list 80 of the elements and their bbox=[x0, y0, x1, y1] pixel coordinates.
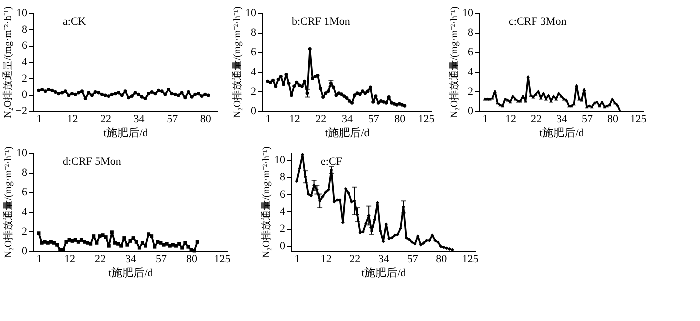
x-tick-label: 22 bbox=[100, 114, 112, 126]
y-tick-label: 4 bbox=[251, 66, 257, 78]
x-tick-label: 125 bbox=[462, 254, 480, 266]
y-axis-title: N₂O排放通量/(mg·m⁻²·h⁻¹) bbox=[232, 6, 244, 118]
y-tick-label: 0 bbox=[280, 240, 286, 252]
x-tick-label: 22 bbox=[316, 114, 327, 126]
x-tick-label: 125 bbox=[630, 114, 648, 126]
x-tick-label: 80 bbox=[200, 114, 212, 126]
y-tick-label: 2 bbox=[22, 72, 28, 85]
x-tick-label: 125 bbox=[214, 254, 232, 266]
x-axis-title: t施肥后/d bbox=[104, 126, 149, 140]
x-axis-title: t施肥后/d bbox=[108, 266, 154, 280]
y-axis-title: N₂O排放通量/(mg·m⁻²·h⁻¹) bbox=[2, 6, 14, 118]
chart-title: d:CRF 5Mon bbox=[63, 156, 122, 168]
x-tick-label: 12 bbox=[289, 114, 300, 126]
y-tick-label: 6 bbox=[280, 188, 286, 201]
x-axis-title: t施肥后/d bbox=[540, 126, 585, 140]
x-tick-label: 12 bbox=[506, 114, 516, 126]
x-tick-label: 80 bbox=[394, 114, 406, 126]
x-tick-label: 34 bbox=[126, 254, 137, 266]
x-tick-label: 80 bbox=[608, 114, 619, 126]
y-tick-label: 6 bbox=[468, 46, 474, 59]
y-tick-label: 10 bbox=[16, 148, 28, 160]
y-axis-title: N₂O排放通量/(mg·m⁻²·h⁻¹) bbox=[260, 146, 272, 258]
x-tick-label: 57 bbox=[582, 114, 594, 126]
x-tick-label: 22 bbox=[350, 254, 361, 266]
y-tick-label: 8 bbox=[280, 172, 286, 184]
y-tick-label: 6 bbox=[251, 46, 257, 59]
y-tick-label: 10 bbox=[462, 8, 474, 20]
x-tick-label: 12 bbox=[320, 254, 332, 266]
x-tick-label: 57 bbox=[167, 114, 179, 126]
y-axis-title: N₂O排放通量/(mg·m⁻²·h⁻¹) bbox=[448, 6, 460, 118]
chart-title: a:CK bbox=[63, 16, 86, 28]
x-tick-label: 12 bbox=[64, 254, 76, 266]
y-tick-label: 2 bbox=[251, 86, 256, 98]
x-tick-label: 1 bbox=[294, 254, 300, 266]
y-tick-label: −2 bbox=[16, 106, 28, 118]
y-tick-label: 10 bbox=[16, 8, 28, 20]
x-tick-label: 1 bbox=[36, 254, 42, 266]
y-tick-label: 8 bbox=[22, 24, 28, 36]
x-tick-label: 22 bbox=[95, 254, 106, 266]
y-tick-label: 8 bbox=[468, 27, 474, 40]
chart-title: c:CRF 3Mon bbox=[509, 16, 568, 28]
x-tick-label: 34 bbox=[134, 114, 146, 126]
x-tick-label: 34 bbox=[556, 114, 568, 126]
chart-title: b:CRF 1Mon bbox=[292, 16, 351, 28]
y-tick-label: 4 bbox=[468, 66, 474, 78]
x-tick-label: 125 bbox=[418, 114, 436, 126]
x-tick-label: 1 bbox=[36, 114, 42, 126]
x-tick-label: 57 bbox=[407, 254, 419, 266]
chart-title: e:CF bbox=[321, 156, 342, 168]
y-tick-label: 8 bbox=[22, 167, 28, 180]
y-tick-label: 2 bbox=[22, 226, 28, 238]
y-tick-label: 10 bbox=[246, 8, 257, 20]
y-tick-label: 0 bbox=[251, 106, 257, 118]
x-tick-label: 1 bbox=[266, 114, 272, 126]
y-axis-title: N₂O排放通量/(mg·m⁻²·h⁻¹) bbox=[2, 146, 14, 258]
y-tick-label: 10 bbox=[274, 154, 286, 166]
x-tick-label: 57 bbox=[156, 254, 168, 266]
y-tick-label: 6 bbox=[22, 186, 28, 199]
x-axis-title: t施肥后/d bbox=[325, 126, 370, 140]
y-tick-label: 4 bbox=[22, 206, 28, 218]
x-tick-label: 1 bbox=[482, 114, 488, 126]
y-tick-label: 4 bbox=[22, 56, 28, 68]
x-tick-label: 12 bbox=[67, 114, 78, 126]
y-tick-label: 0 bbox=[468, 106, 474, 118]
y-tick-label: 4 bbox=[280, 206, 286, 218]
x-tick-label: 80 bbox=[436, 254, 448, 266]
y-tick-label: 0 bbox=[22, 89, 28, 102]
x-tick-label: 34 bbox=[342, 114, 354, 126]
x-tick-label: 57 bbox=[368, 114, 380, 126]
x-tick-label: 22 bbox=[531, 114, 542, 126]
y-tick-label: 0 bbox=[22, 246, 28, 258]
y-tick-label: 2 bbox=[280, 223, 286, 236]
x-tick-label: 34 bbox=[378, 254, 390, 266]
y-tick-label: 8 bbox=[251, 27, 257, 40]
y-tick-label: 6 bbox=[22, 40, 28, 52]
x-axis-title: t施肥后/d bbox=[362, 266, 407, 280]
y-tick-label: 2 bbox=[468, 86, 474, 98]
x-tick-label: 80 bbox=[186, 254, 198, 266]
